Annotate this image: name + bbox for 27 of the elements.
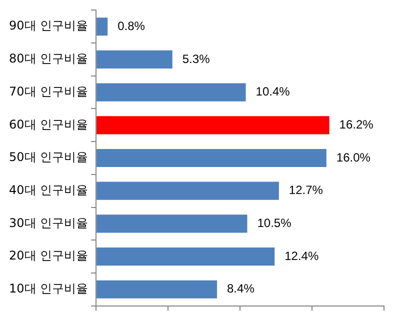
y-tick-label: 30대 인구비율 bbox=[8, 216, 88, 230]
y-tick-label: 90대 인구비율 bbox=[8, 18, 88, 33]
bar bbox=[96, 148, 326, 168]
bar bbox=[96, 116, 330, 134]
data-label: 12.4% bbox=[284, 248, 319, 263]
bar bbox=[96, 214, 248, 233]
bar bbox=[96, 50, 172, 68]
y-tick-label: 40대 인구비율 bbox=[8, 182, 88, 197]
data-label: 8.4% bbox=[227, 282, 255, 296]
data-label: 10.5% bbox=[257, 216, 292, 230]
data-label: 16.0% bbox=[336, 150, 371, 164]
bar bbox=[96, 18, 108, 36]
bar bbox=[96, 248, 275, 266]
y-tick-label: 60대 인구비율 bbox=[8, 117, 88, 132]
y-tick-label: 20대 인구비율 bbox=[8, 248, 88, 263]
y-tick-label: 80대 인구비율 bbox=[8, 52, 88, 66]
data-label: 0.8% bbox=[118, 18, 146, 33]
bar bbox=[96, 280, 218, 298]
data-label: 12.7% bbox=[288, 183, 324, 198]
y-tick-label: 50대 인구비율 bbox=[8, 150, 88, 164]
data-label: 10.4% bbox=[256, 84, 290, 99]
bar bbox=[96, 83, 246, 102]
data-label: 5.3% bbox=[182, 52, 210, 66]
data-label: 16.2% bbox=[339, 117, 374, 132]
bar bbox=[96, 182, 279, 200]
y-tick-label: 70대 인구비율 bbox=[8, 84, 88, 98]
y-tick-label: 10대 인구비율 bbox=[8, 282, 88, 296]
